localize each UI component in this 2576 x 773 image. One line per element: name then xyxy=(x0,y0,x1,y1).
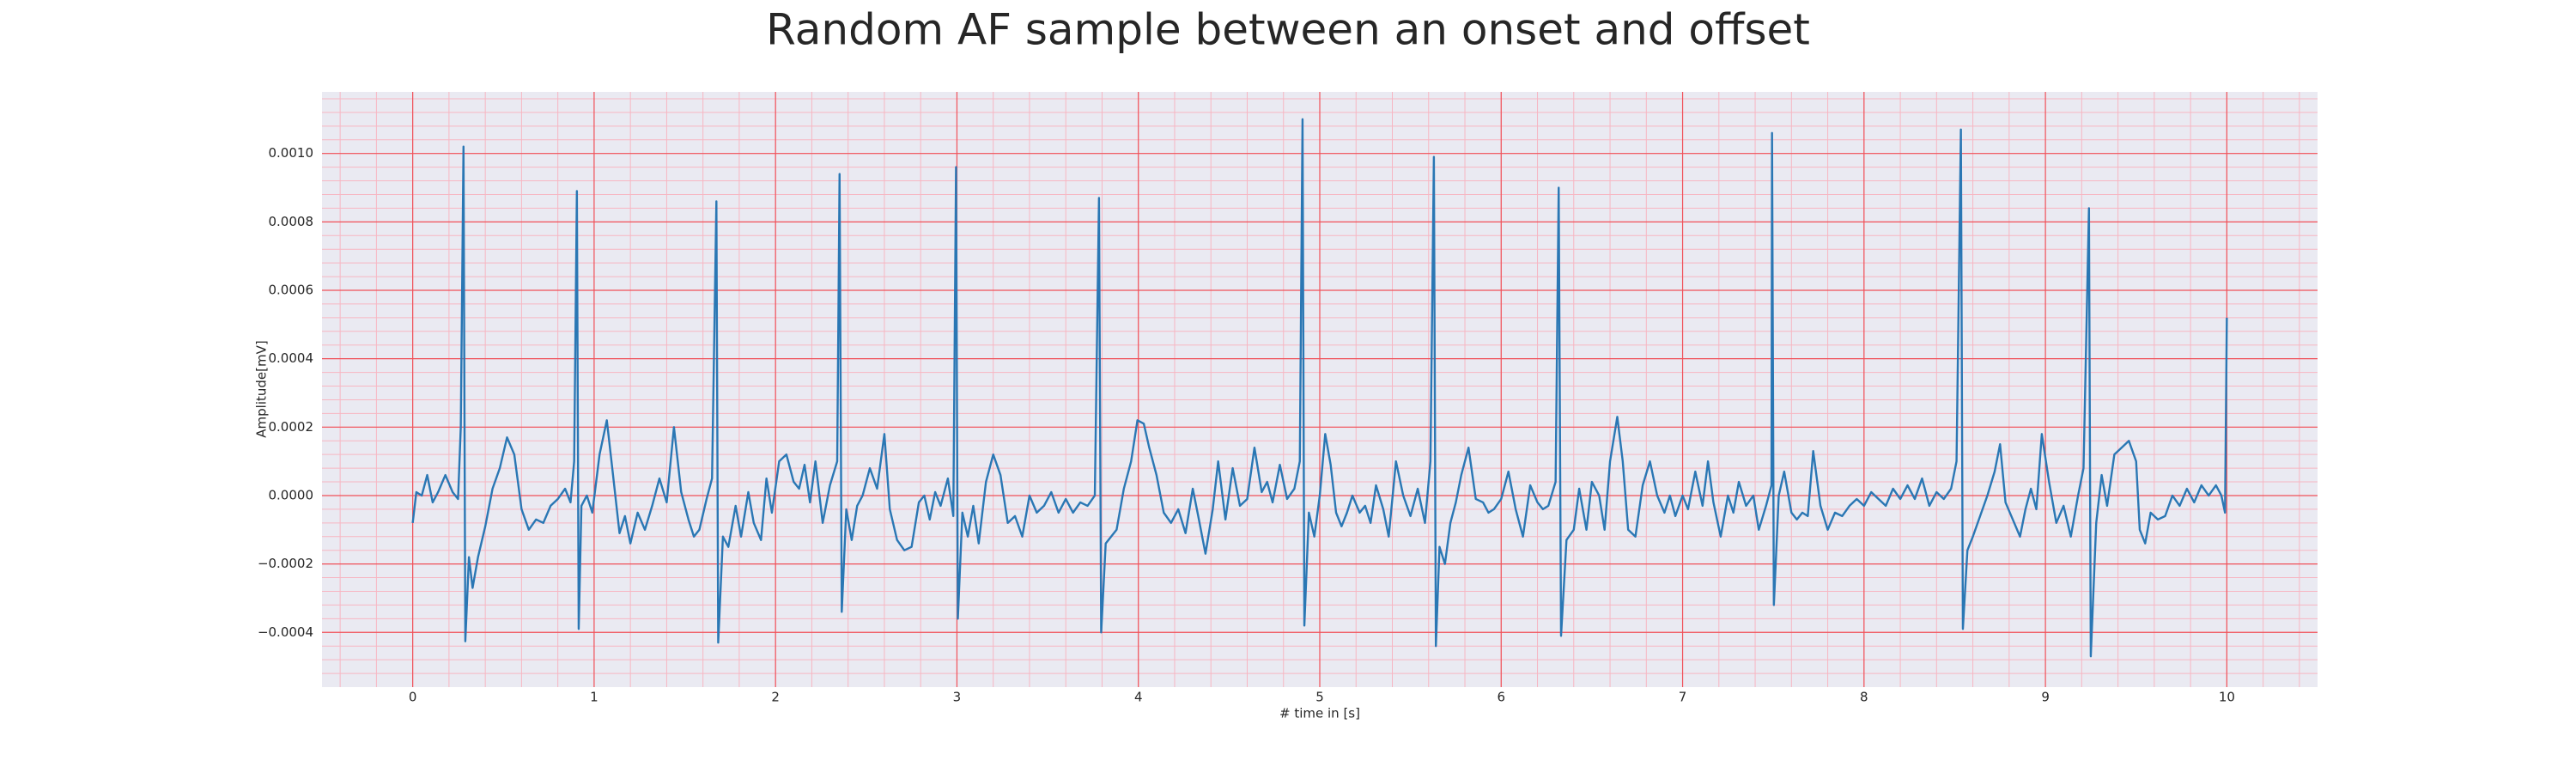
y-tick-label: 0.0000 xyxy=(269,487,314,502)
y-tick-label: 0.0008 xyxy=(269,214,314,229)
y-tick-label: −0.0004 xyxy=(258,624,313,640)
y-tick-label: 0.0010 xyxy=(269,145,314,161)
x-tick-label: 7 xyxy=(1679,690,1687,705)
x-tick-label: 9 xyxy=(2041,690,2050,705)
x-tick-label: 0 xyxy=(409,690,417,705)
y-tick-label: −0.0002 xyxy=(258,556,313,571)
x-axis-label: # time in [s] xyxy=(1279,706,1360,721)
x-tick-label: 6 xyxy=(1497,690,1505,705)
ecg-line xyxy=(411,118,2228,658)
x-tick-label: 2 xyxy=(771,690,780,705)
chart-title: Random AF sample between an onset and of… xyxy=(766,5,1810,55)
y-tick-label: 0.0002 xyxy=(269,419,314,435)
x-tick-label: 3 xyxy=(953,690,962,705)
y-tick-label: 0.0006 xyxy=(269,283,314,298)
x-tick-label: 4 xyxy=(1134,690,1143,705)
x-tick-label: 5 xyxy=(1315,690,1324,705)
x-tick-label: 1 xyxy=(590,690,598,705)
x-tick-label: 10 xyxy=(2219,690,2235,705)
x-tick-label: 8 xyxy=(1860,690,1868,705)
y-axis-label: Amplitude[mV] xyxy=(254,340,270,437)
y-tick-label: 0.0004 xyxy=(269,350,314,366)
